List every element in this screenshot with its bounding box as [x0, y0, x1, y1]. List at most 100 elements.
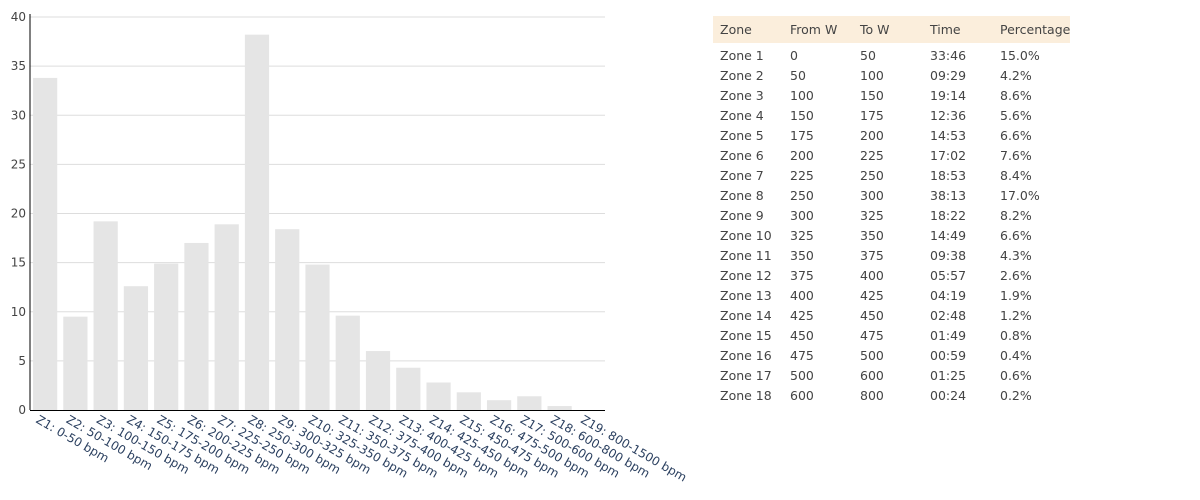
cell-from-w: 600: [790, 387, 814, 403]
cell-time: 19:14: [930, 87, 967, 103]
cell-to-w: 100: [860, 67, 884, 83]
cell-from-w: 300: [790, 207, 814, 223]
cell-to-w: 200: [860, 127, 884, 143]
cell-time: 18:53: [930, 167, 967, 183]
table-row: Zone 13 400 425 04:19 1.9%: [713, 285, 1070, 305]
zone-table-header-row: Zone From W To W Time Percentage: [713, 16, 1071, 43]
bar-6: [184, 242, 209, 410]
cell-zone: Zone 3: [720, 87, 764, 103]
cell-zone: Zone 8: [720, 187, 764, 203]
bar-17: [517, 396, 542, 410]
cell-time: 33:46: [930, 47, 967, 63]
bar-15: [456, 392, 481, 410]
header-to-w: To W: [853, 16, 923, 43]
cell-to-w: 800: [860, 387, 884, 403]
cell-zone: Zone 13: [720, 287, 772, 303]
table-row: Zone 15 450 475 01:49 0.8%: [713, 325, 1070, 345]
table-row: Zone 11 350 375 09:38 4.3%: [713, 245, 1070, 265]
cell-zone: Zone 18: [720, 387, 772, 403]
bar-7: [214, 224, 239, 410]
y-tick-label: 20: [11, 207, 26, 221]
cell-zone: Zone 15: [720, 327, 772, 343]
cell-to-w: 225: [860, 147, 884, 163]
cell-from-w: 200: [790, 147, 814, 163]
zone-bar-chart: 0 5 10 15 20 25 30 35 40 Z1: 0-50 bpm Z2: 50-100 b…: [11, 10, 689, 485]
y-tick-label: 15: [11, 256, 26, 270]
cell-from-w: 250: [790, 187, 814, 203]
cell-from-w: 50: [790, 67, 806, 83]
bar-8: [244, 34, 270, 411]
table-row: Zone 6 200 225 17:02 7.6%: [713, 145, 1070, 165]
cell-percentage: 6.6%: [1000, 227, 1032, 243]
table-row: Zone 14 425 450 02:48 1.2%: [713, 305, 1070, 325]
header-percentage: Percentage: [993, 16, 1071, 43]
cell-percentage: 6.6%: [1000, 127, 1032, 143]
cell-time: 04:19: [930, 287, 967, 303]
cell-from-w: 175: [790, 127, 814, 143]
bar-4: [123, 286, 149, 410]
cell-time: 00:24: [930, 387, 967, 403]
table-row: Zone 17 500 600 01:25 0.6%: [713, 365, 1070, 385]
bar-10: [305, 264, 330, 410]
table-row: Zone 8 250 300 38:13 17.0%: [713, 185, 1070, 205]
cell-zone: Zone 12: [720, 267, 772, 283]
bar-16: [486, 400, 512, 410]
cell-from-w: 225: [790, 167, 814, 183]
cell-zone: Zone 14: [720, 307, 772, 323]
cell-zone: Zone 17: [720, 367, 772, 383]
cell-percentage: 8.6%: [1000, 87, 1032, 103]
header-time: Time: [923, 16, 993, 43]
cell-time: 02:48: [930, 307, 967, 323]
bar-18: [547, 406, 572, 410]
cell-to-w: 300: [860, 187, 884, 203]
bar-2: [63, 316, 88, 410]
cell-from-w: 425: [790, 307, 814, 323]
cell-to-w: 350: [860, 227, 884, 243]
cell-to-w: 50: [860, 47, 876, 63]
cell-from-w: 0: [790, 47, 798, 63]
cell-percentage: 1.9%: [1000, 287, 1032, 303]
bar-11: [335, 315, 360, 410]
cell-time: 12:36: [930, 107, 967, 123]
cell-to-w: 375: [860, 247, 884, 263]
cell-zone: Zone 16: [720, 347, 772, 363]
y-tick-label: 0: [18, 403, 26, 417]
bar-3: [93, 221, 118, 410]
cell-to-w: 400: [860, 267, 884, 283]
cell-percentage: 17.0%: [1000, 187, 1040, 203]
y-tick-label: 40: [11, 10, 26, 24]
cell-to-w: 450: [860, 307, 884, 323]
cell-to-w: 500: [860, 347, 884, 363]
cell-time: 09:29: [930, 67, 967, 83]
cell-from-w: 150: [790, 107, 814, 123]
bar-12: [365, 351, 391, 410]
cell-from-w: 100: [790, 87, 814, 103]
cell-time: 38:13: [930, 187, 967, 203]
cell-percentage: 4.3%: [1000, 247, 1032, 263]
cell-to-w: 150: [860, 87, 884, 103]
y-tick-label: 10: [11, 305, 26, 319]
cell-zone: Zone 7: [720, 167, 764, 183]
cell-time: 05:57: [930, 267, 967, 283]
cell-time: 01:25: [930, 367, 967, 383]
table-row: Zone 10 325 350 14:49 6.6%: [713, 225, 1070, 245]
cell-from-w: 375: [790, 267, 814, 283]
table-row: Zone 4 150 175 12:36 5.6%: [713, 105, 1070, 125]
cell-from-w: 500: [790, 367, 814, 383]
table-row: Zone 3 100 150 19:14 8.6%: [713, 85, 1070, 105]
y-tick-label: 30: [11, 108, 26, 122]
cell-time: 14:53: [930, 127, 967, 143]
cell-percentage: 8.2%: [1000, 207, 1032, 223]
cell-zone: Zone 4: [720, 107, 764, 123]
cell-percentage: 8.4%: [1000, 167, 1032, 183]
cell-zone: Zone 11: [720, 247, 772, 263]
cell-percentage: 0.4%: [1000, 347, 1032, 363]
cell-zone: Zone 10: [720, 227, 772, 243]
cell-percentage: 0.6%: [1000, 367, 1032, 383]
cell-percentage: 0.2%: [1000, 387, 1032, 403]
cell-to-w: 175: [860, 107, 884, 123]
cell-from-w: 350: [790, 247, 814, 263]
cell-to-w: 475: [860, 327, 884, 343]
